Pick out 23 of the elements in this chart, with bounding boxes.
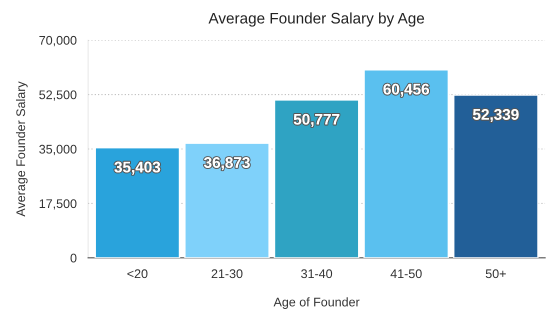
chart-title: Average Founder Salary by Age [208, 12, 424, 27]
data-label: 50,777 [294, 114, 340, 127]
x-axis-title: Age of Founder [274, 297, 360, 309]
bar [274, 99, 360, 258]
x-tick-label: 31-40 [301, 269, 332, 278]
y-tick-label: 35,000 [39, 144, 76, 156]
y-axis-title: Average Founder Salary [16, 81, 28, 217]
data-label: 35,403 [114, 162, 160, 175]
bar [363, 69, 450, 258]
y-tick-label: 0 [70, 254, 76, 263]
data-label: 60,456 [383, 84, 430, 97]
bar [453, 94, 539, 258]
data-label: 52,339 [472, 109, 519, 122]
y-tick-label: 70,000 [39, 36, 76, 46]
x-tick-label: 41-50 [390, 269, 422, 278]
x-tick-label: <20 [127, 269, 148, 278]
y-tick-label: 17,500 [40, 199, 76, 210]
bar [94, 147, 180, 258]
x-tick-label: 21-30 [212, 269, 242, 278]
y-tick-label: 52,500 [39, 90, 76, 101]
bar [184, 142, 270, 258]
x-tick-label: 50+ [486, 269, 506, 278]
data-label: 36,873 [204, 157, 250, 170]
